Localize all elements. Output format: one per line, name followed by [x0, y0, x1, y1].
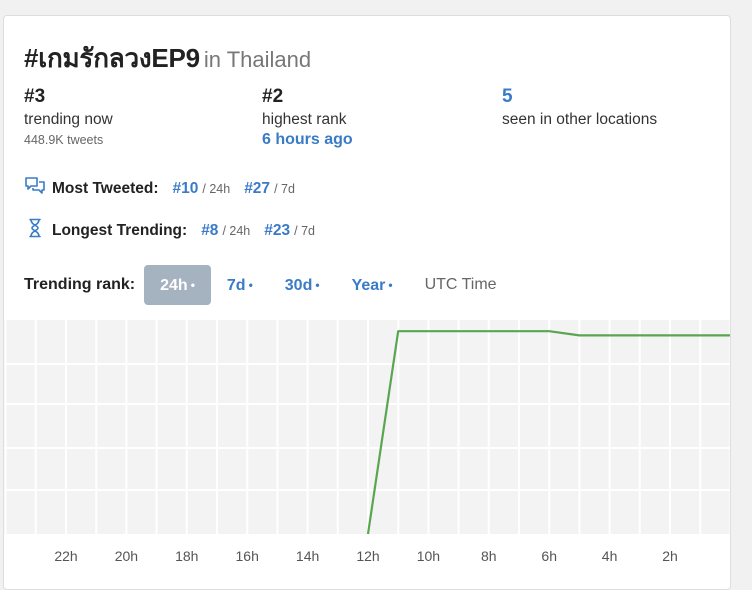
- longest-trending-24h-period: / 24h: [222, 223, 251, 238]
- most-tweeted-row: Most Tweeted: #10 / 24h #27 / 7d: [24, 176, 295, 201]
- location-label: in Thailand: [203, 47, 312, 72]
- most-tweeted-label: Most Tweeted:: [52, 179, 159, 197]
- most-tweeted-24h-rank[interactable]: #10: [172, 179, 199, 197]
- current-rank-label: trending now: [24, 111, 113, 128]
- range-tabs: Trending rank: 24h • 7d • 30d • Year • UTC T…: [24, 265, 497, 305]
- chart-x-tick-label: 4h: [602, 548, 618, 564]
- most-tweeted-7d-rank[interactable]: #27: [244, 179, 271, 197]
- chart-x-tick-label: 14h: [296, 548, 319, 564]
- tab-year[interactable]: Year •: [351, 277, 393, 294]
- tab-30d[interactable]: 30d •: [284, 277, 320, 294]
- longest-trending-7d-rank[interactable]: #23: [264, 221, 291, 239]
- rank-chart: 22h 20h 18h 16h 14h 12h 10h 8h 6h 4h 2h: [4, 320, 730, 564]
- range-tabs-label: Trending rank:: [24, 276, 136, 293]
- chart-x-tick-label: 16h: [236, 548, 259, 564]
- tab-7d[interactable]: 7d •: [226, 277, 253, 294]
- tab-24h[interactable]: 24h •: [144, 265, 211, 305]
- chart-x-tick-label: 2h: [662, 548, 678, 564]
- chart-x-tick-label: 22h: [54, 548, 77, 564]
- chart-x-tick-label: 12h: [356, 548, 379, 564]
- most-tweeted-7d-period: / 7d: [274, 181, 295, 196]
- longest-trending-row: Longest Trending: #8 / 24h #23 / 7d: [24, 218, 315, 243]
- longest-trending-7d-period: / 7d: [294, 223, 315, 238]
- page-title: #เกมรักลวงEP9 in Thailand: [24, 38, 311, 79]
- hashtag-title: #เกมรักลวงEP9: [24, 43, 200, 73]
- most-tweeted-24h-period: / 24h: [202, 181, 231, 196]
- chart-x-tick-label: 10h: [417, 548, 440, 564]
- chart-x-tick-label: 18h: [175, 548, 198, 564]
- highest-rank-time-link[interactable]: 6 hours ago: [262, 131, 353, 148]
- utc-time-toggle[interactable]: UTC Time: [424, 276, 497, 293]
- tweet-count: 448.9K tweets: [24, 133, 104, 147]
- trend-card: #เกมรักลวงEP9 in Thailand #3 trending now…: [3, 15, 731, 590]
- chart-x-tick-label: 6h: [541, 548, 557, 564]
- current-rank: #3: [24, 86, 46, 107]
- highest-rank: #2: [262, 86, 284, 107]
- other-locations-count[interactable]: 5: [502, 86, 513, 107]
- highest-rank-label: highest rank: [262, 111, 347, 128]
- chart-x-tick-label: 20h: [115, 548, 138, 564]
- stat-highest-rank: #2 highest rank 6 hours ago: [262, 86, 353, 150]
- hourglass-icon: [24, 218, 46, 243]
- stat-other-locations[interactable]: 5 seen in other locations: [502, 86, 657, 130]
- chat-bubbles-icon: [24, 176, 46, 201]
- longest-trending-24h-rank[interactable]: #8: [201, 221, 219, 239]
- stat-trending-now: #3 trending now 448.9K tweets: [24, 86, 113, 148]
- chart-series-line: [366, 330, 730, 535]
- longest-trending-label: Longest Trending:: [52, 221, 188, 239]
- chart-x-tick-label: 8h: [481, 548, 497, 564]
- other-locations-label: seen in other locations: [502, 111, 658, 128]
